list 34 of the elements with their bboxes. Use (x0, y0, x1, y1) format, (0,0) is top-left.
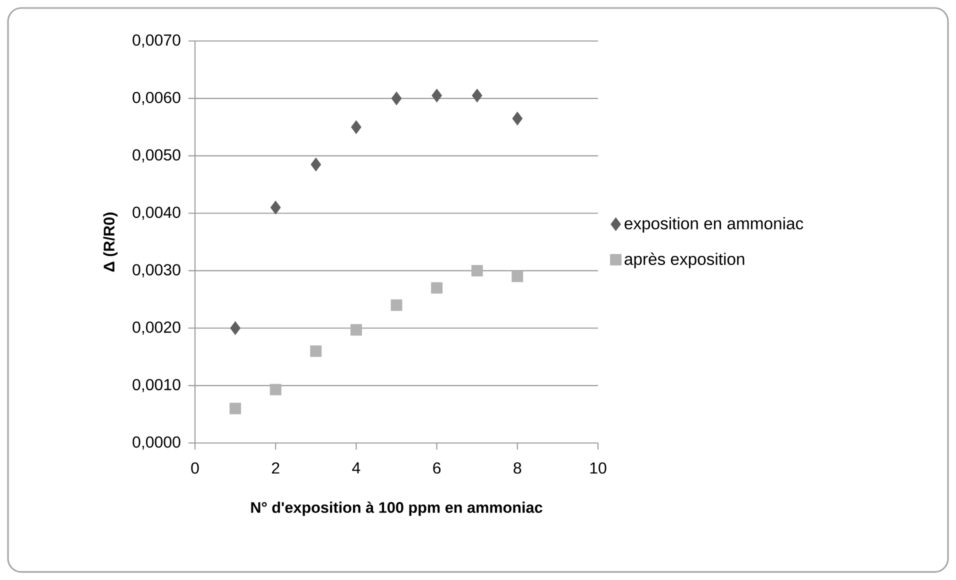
point (471, 264, 483, 276)
y-tick-label: 0,0040 (132, 206, 180, 220)
y-axis-title: Δ (R/R0) (103, 212, 118, 272)
point (350, 324, 362, 336)
y-tick-label: 0,0050 (132, 149, 180, 162)
y-tick-label: 0,0000 (132, 436, 180, 450)
y-tick-label: 0,0070 (132, 34, 180, 48)
x-tick-label: 2 (272, 462, 280, 474)
point (512, 112, 523, 126)
x-axis-title: N° d'exposition à 100 ppm en ammoniac (251, 502, 542, 516)
legend-label: après exposition (624, 252, 744, 268)
point (310, 345, 322, 357)
point (432, 88, 442, 102)
point (230, 321, 240, 335)
point (390, 299, 402, 311)
x-tick-label: 10 (590, 462, 606, 474)
x-tick-label: 4 (352, 462, 360, 474)
point (230, 402, 242, 414)
x-tick-label: 8 (514, 462, 522, 474)
point (391, 92, 402, 106)
point (351, 120, 362, 134)
x-tick-label: 0 (191, 462, 199, 474)
x-tick-label: 6 (433, 462, 441, 474)
y-tick-label: 0,0020 (132, 322, 180, 335)
point (431, 282, 443, 294)
y-tick-label: 0,0030 (132, 264, 180, 278)
point (512, 270, 524, 282)
point (310, 158, 322, 172)
y-tick-label: 0,0010 (132, 378, 180, 392)
point (270, 384, 282, 396)
point (472, 88, 482, 102)
y-tick-label: 0,0060 (132, 92, 180, 106)
legend-label: exposition en ammoniac (624, 217, 804, 233)
point (270, 200, 281, 214)
